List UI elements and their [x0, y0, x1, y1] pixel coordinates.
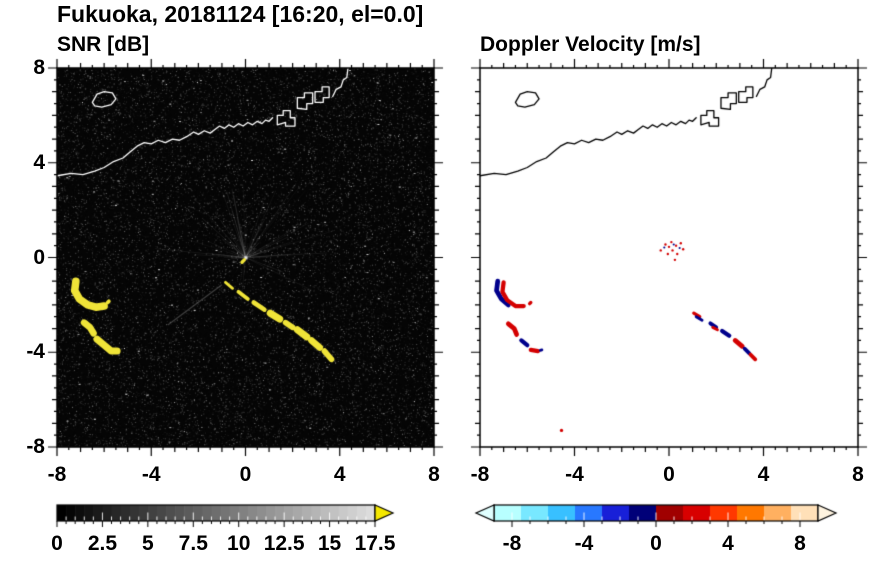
colorbar-tick-label: 12.5: [263, 532, 305, 555]
colorbar-tick-label: 10: [227, 532, 251, 555]
colorbar-tick-label: 17.5: [354, 532, 396, 555]
colorbar-tick-label: 5: [142, 532, 154, 555]
x-tick-label: 4: [757, 463, 770, 486]
figure-title: Fukuoka, 20181124 [16:20, el=0.0]: [57, 1, 424, 27]
y-tick-label: 8: [33, 56, 45, 79]
colorbar-tick-label: 8: [794, 532, 806, 555]
y-tick-label: 4: [33, 150, 45, 174]
colorbar-tick-label: 0: [650, 532, 662, 555]
snr-plot-canvas: [43, 54, 448, 461]
colorbar-tick-label: 0: [51, 532, 63, 555]
x-tick-label: 0: [239, 463, 252, 486]
x-tick-label: -8: [470, 463, 490, 486]
colorbar-tick-label: 2.5: [87, 532, 118, 555]
velocity-colorbar-canvas: [468, 501, 848, 535]
x-tick-label: -4: [141, 463, 161, 486]
x-tick-label: 0: [663, 463, 675, 486]
colorbar-tick-label: 7.5: [178, 532, 208, 555]
y-tick-label: -4: [26, 340, 45, 364]
velocity-panel-title: Doppler Velocity [m/s]: [480, 33, 701, 56]
snr-panel-title: SNR [dB]: [57, 33, 150, 56]
y-tick-label: 0: [33, 245, 45, 269]
y-tick-label: -8: [26, 435, 45, 458]
x-tick-label: 8: [428, 463, 440, 486]
colorbar-tick-label: 4: [722, 532, 734, 555]
x-tick-label: -4: [565, 463, 584, 486]
colorbar-tick-label: -4: [574, 532, 594, 555]
velocity-plot-canvas: [466, 54, 870, 461]
x-tick-label: -8: [47, 463, 67, 486]
colorbar-tick-label: -8: [502, 532, 522, 555]
x-tick-label: 4: [333, 463, 346, 486]
colorbar-tick-label: 15: [317, 532, 342, 555]
snr-colorbar-canvas: [55, 501, 407, 535]
x-tick-label: 8: [852, 463, 864, 486]
